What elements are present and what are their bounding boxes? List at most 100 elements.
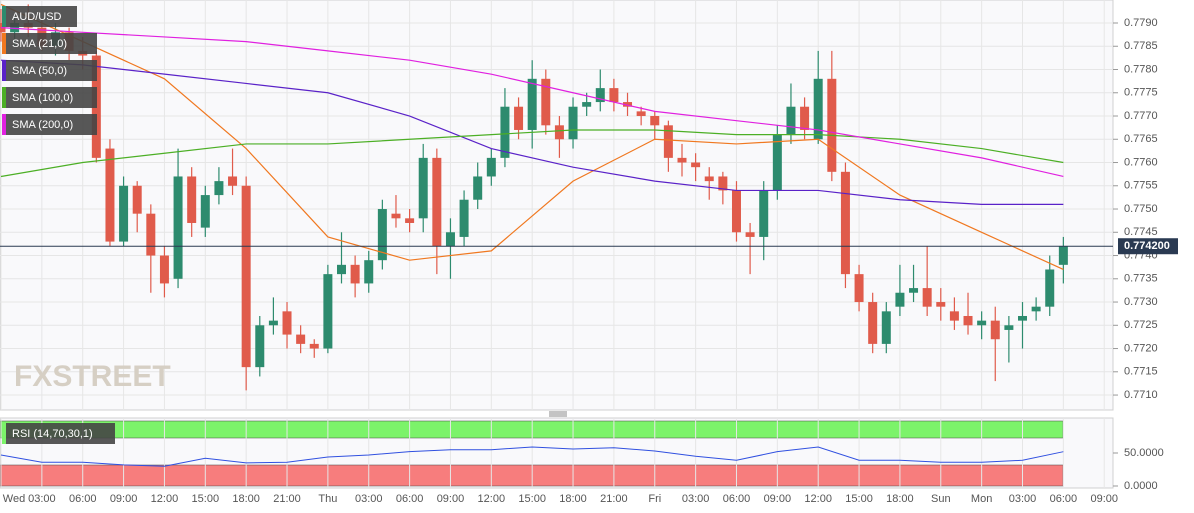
legend-box [2,87,97,108]
x-tick-label: 03:00 [1009,493,1037,505]
y-tick-label: 0.7730 [1124,296,1158,308]
legend-label: RSI (14,70,30,1) [12,428,93,440]
candle-body [337,264,346,275]
x-tick-label: 12:00 [151,493,179,505]
candle-body [800,106,810,130]
candle-body [677,157,687,163]
candle-body [881,311,891,344]
rsi-line [0,446,1064,467]
candle-body [840,171,850,275]
legend-label: SMA (21,0) [12,38,67,50]
candle-body [459,199,469,237]
x-tick-label: 12:00 [804,493,832,505]
legend-swatch [2,6,6,27]
candle-body [1004,325,1014,330]
candle-body [922,288,932,307]
overbought-band [0,420,1064,439]
candle-body [405,218,415,223]
candle-body [228,176,238,186]
legend-box [2,114,97,135]
y-tick-label: 0.7760 [1124,156,1158,168]
x-tick-label: 12:00 [478,493,506,505]
legend-swatch [2,87,6,108]
candle-body [813,78,823,140]
candle-body [132,185,142,214]
candle-body [350,264,360,284]
candle-body [595,88,605,103]
candle-body [296,334,306,344]
y-tick-label: 0.7765 [1124,133,1158,145]
candle-body [486,157,496,177]
x-tick-label: 21:00 [600,493,628,505]
x-tick-label: 18:00 [559,493,587,505]
candle-body [241,185,251,368]
sma-line [0,3,1064,271]
y-tick-label: 0.7725 [1124,319,1158,331]
candle-body [827,78,837,172]
x-tick-label: 09:00 [110,493,138,505]
candle-body [105,148,115,242]
candle-body [909,288,919,293]
watermark: FXSTREET [14,360,171,393]
y-tick-label: 0.7750 [1124,203,1158,215]
x-tick-label: 18:00 [886,493,914,505]
y-tick-label: 0.0000 [1124,480,1158,492]
x-tick-label: 09:00 [437,493,465,505]
legend-label: SMA (200,0) [12,119,73,131]
candle-body [718,176,728,191]
oversold-band [0,464,1064,487]
y-tick-label: 0.7715 [1124,366,1158,378]
panel-handle [549,411,567,417]
y-tick-label: 0.7785 [1124,40,1158,52]
candle-body [173,176,183,279]
candle-body [691,162,701,168]
candle-body [623,102,633,107]
price-panel [0,0,1114,411]
candle-body [582,102,592,107]
x-tick-label: Wed [3,493,25,505]
legend-swatch [2,33,6,54]
x-tick-label: Sun [931,493,951,505]
candle-body [759,190,769,237]
candle-body [432,157,442,247]
x-tick-label: 06:00 [396,493,424,505]
candle-body [391,213,401,219]
x-tick-label: 18:00 [232,493,260,505]
candle-body [119,185,129,242]
candle-body [936,302,946,307]
legend-box [2,423,115,444]
candle-body [1045,269,1055,307]
candle-body [609,88,619,103]
x-tick-label: 09:00 [1090,493,1118,505]
x-tick-label: 06:00 [723,493,751,505]
candle-body [977,320,987,326]
x-tick-label: 09:00 [764,493,792,505]
candle-body [568,106,578,140]
candle-body [377,209,387,261]
legend-label: AUD/USD [12,11,62,23]
sma-line [0,59,1064,205]
candle-body [786,106,796,135]
candle-body [10,23,20,33]
x-tick-label: 21:00 [273,493,301,505]
legend-swatch [2,423,6,444]
candle-body [527,78,537,130]
candle-body [187,176,197,223]
candle-body [514,106,524,130]
candle-body [704,176,714,182]
candle-body [895,292,905,307]
candle-body [854,274,864,303]
candle-body [214,181,224,196]
legend-label: SMA (100,0) [12,92,73,104]
y-tick-label: 0.7710 [1124,389,1158,401]
candle-body [772,134,782,191]
candle-body [473,176,483,200]
candle-body [636,111,646,117]
legend-label: SMA (50,0) [12,65,67,77]
legend-box [2,6,77,27]
last-price-box [1118,238,1178,255]
y-tick-label: 0.7775 [1124,87,1158,99]
sma-line [0,129,1064,178]
legend-box [2,33,97,54]
candle-body [364,260,374,284]
